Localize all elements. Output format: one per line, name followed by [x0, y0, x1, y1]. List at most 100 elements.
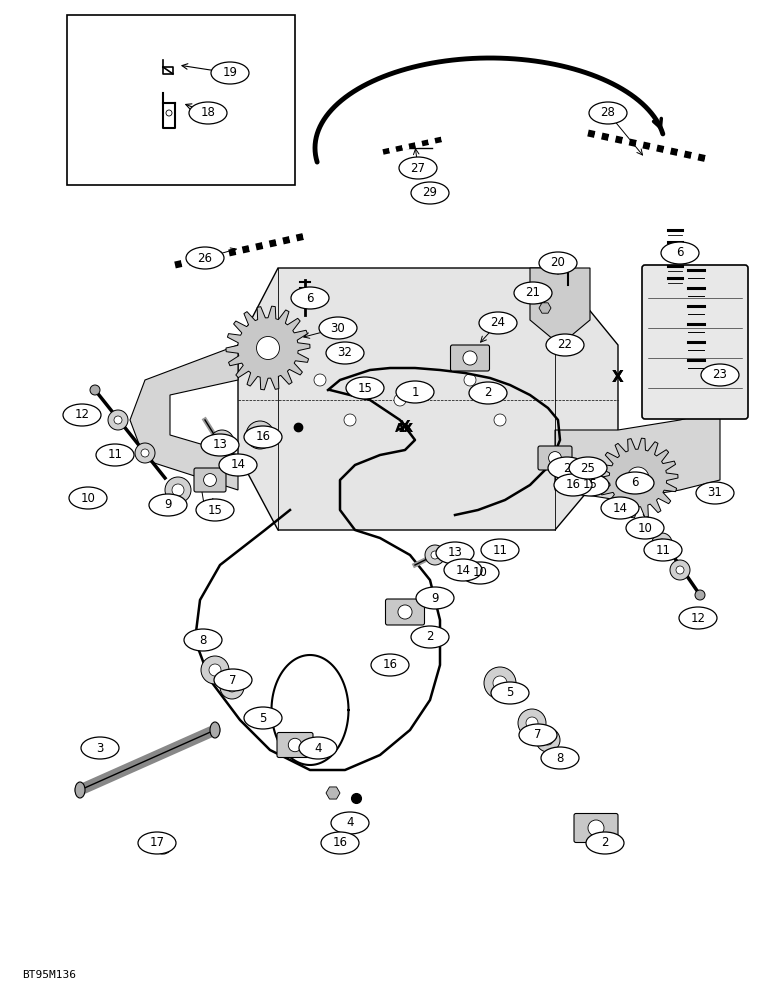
- Ellipse shape: [701, 364, 739, 386]
- Text: 27: 27: [411, 161, 425, 174]
- Text: 13: 13: [448, 546, 462, 560]
- Ellipse shape: [396, 381, 434, 403]
- Circle shape: [484, 667, 516, 699]
- Circle shape: [463, 351, 477, 365]
- Text: 2: 2: [564, 462, 571, 475]
- Circle shape: [536, 728, 560, 752]
- Ellipse shape: [481, 539, 519, 561]
- Ellipse shape: [299, 737, 337, 759]
- Polygon shape: [530, 268, 590, 345]
- Text: 1: 1: [411, 385, 418, 398]
- Ellipse shape: [319, 317, 357, 339]
- Circle shape: [210, 430, 234, 454]
- Ellipse shape: [69, 487, 107, 509]
- Ellipse shape: [214, 669, 252, 691]
- Text: 11: 11: [107, 448, 123, 462]
- Text: 24: 24: [490, 316, 506, 330]
- Circle shape: [494, 414, 506, 426]
- Text: 3: 3: [96, 742, 103, 754]
- Circle shape: [394, 394, 406, 406]
- Ellipse shape: [186, 247, 224, 269]
- Ellipse shape: [196, 499, 234, 521]
- Ellipse shape: [571, 474, 609, 496]
- Text: 12: 12: [75, 408, 90, 422]
- Text: 12: 12: [690, 611, 706, 624]
- Circle shape: [549, 452, 561, 464]
- Text: 16: 16: [333, 836, 347, 850]
- Circle shape: [108, 410, 128, 430]
- Ellipse shape: [514, 282, 552, 304]
- Circle shape: [141, 449, 149, 457]
- Circle shape: [543, 735, 553, 745]
- Ellipse shape: [219, 454, 257, 476]
- Text: 26: 26: [198, 251, 212, 264]
- Circle shape: [254, 429, 266, 441]
- Ellipse shape: [63, 404, 101, 426]
- Ellipse shape: [644, 539, 682, 561]
- Text: 5: 5: [506, 686, 513, 700]
- Text: 32: 32: [337, 347, 353, 360]
- Ellipse shape: [184, 629, 222, 651]
- Ellipse shape: [411, 182, 449, 204]
- Polygon shape: [539, 303, 551, 313]
- Ellipse shape: [326, 342, 364, 364]
- Text: 19: 19: [222, 66, 238, 80]
- Ellipse shape: [210, 722, 220, 738]
- FancyBboxPatch shape: [574, 814, 618, 842]
- Ellipse shape: [661, 242, 699, 264]
- Circle shape: [526, 717, 538, 729]
- Text: 18: 18: [201, 106, 215, 119]
- Ellipse shape: [554, 474, 592, 496]
- Text: 10: 10: [472, 566, 487, 580]
- Polygon shape: [598, 438, 678, 518]
- Text: 10: 10: [80, 491, 96, 504]
- Text: 9: 9: [432, 591, 438, 604]
- Text: 22: 22: [557, 338, 573, 352]
- FancyBboxPatch shape: [277, 732, 313, 758]
- Text: 25: 25: [581, 462, 595, 475]
- Bar: [67, 15, 295, 185]
- Text: X: X: [399, 420, 411, 436]
- Text: 31: 31: [708, 487, 723, 499]
- Circle shape: [159, 841, 167, 849]
- Circle shape: [670, 560, 690, 580]
- Circle shape: [398, 605, 412, 619]
- Circle shape: [154, 836, 172, 854]
- Ellipse shape: [75, 782, 85, 798]
- Ellipse shape: [589, 102, 627, 124]
- Text: 8: 8: [557, 752, 564, 764]
- Ellipse shape: [138, 832, 176, 854]
- Polygon shape: [326, 787, 340, 799]
- Circle shape: [588, 820, 604, 836]
- Text: 7: 7: [229, 674, 237, 686]
- Text: 14: 14: [612, 502, 628, 514]
- Ellipse shape: [149, 494, 187, 516]
- Circle shape: [464, 374, 476, 386]
- Ellipse shape: [696, 482, 734, 504]
- Circle shape: [658, 539, 666, 547]
- Ellipse shape: [399, 157, 437, 179]
- Text: 16: 16: [382, 658, 398, 672]
- Circle shape: [217, 437, 227, 447]
- Text: 28: 28: [601, 106, 615, 119]
- Circle shape: [227, 682, 237, 692]
- Ellipse shape: [96, 444, 134, 466]
- FancyBboxPatch shape: [194, 468, 226, 492]
- Text: 10: 10: [638, 522, 652, 534]
- Circle shape: [431, 551, 439, 559]
- Text: 14: 14: [231, 458, 245, 472]
- Circle shape: [165, 477, 191, 503]
- Ellipse shape: [679, 607, 717, 629]
- Text: 21: 21: [526, 286, 540, 300]
- Polygon shape: [130, 345, 238, 490]
- Ellipse shape: [416, 587, 454, 609]
- Text: 15: 15: [583, 479, 598, 491]
- Circle shape: [256, 337, 279, 359]
- Circle shape: [676, 566, 684, 574]
- Ellipse shape: [626, 517, 664, 539]
- Polygon shape: [226, 306, 310, 390]
- Ellipse shape: [695, 590, 705, 600]
- Circle shape: [172, 484, 184, 496]
- Ellipse shape: [211, 62, 249, 84]
- Ellipse shape: [601, 497, 639, 519]
